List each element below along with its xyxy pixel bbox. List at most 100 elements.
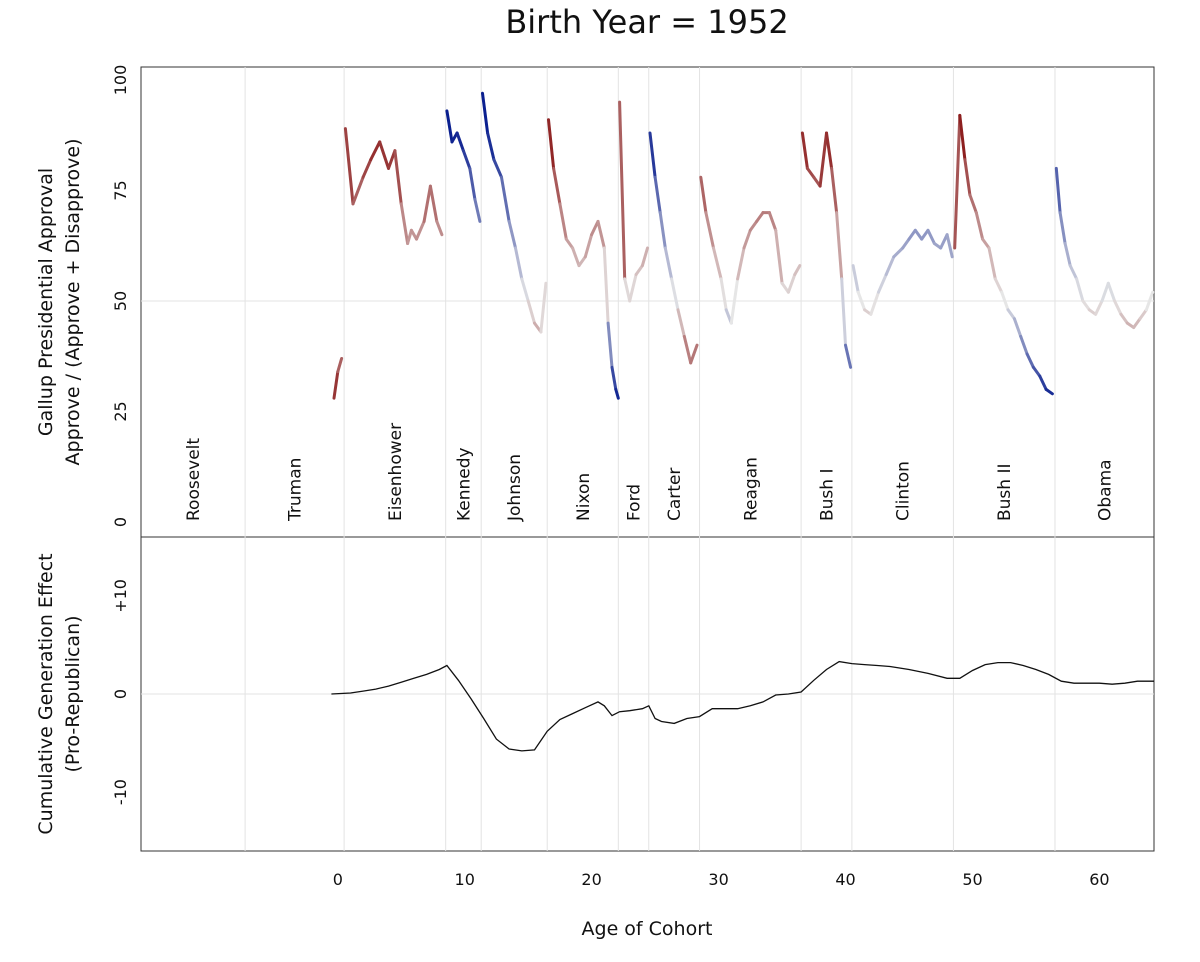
approval-segment — [755, 211, 765, 223]
approval-segment — [445, 109, 454, 144]
approval-segment — [901, 237, 911, 250]
president-label: Nixon — [574, 473, 594, 521]
approval-segment — [926, 228, 936, 245]
approval-segment — [393, 149, 403, 206]
approval-segment — [1075, 277, 1085, 303]
approval-segment — [1094, 299, 1104, 316]
approval-segment — [526, 299, 536, 325]
approval-segment — [481, 91, 490, 135]
approval-series — [648, 131, 699, 365]
x-tick-label: 10 — [455, 870, 475, 889]
approval-segment — [577, 255, 587, 268]
approval-segment — [610, 365, 618, 391]
x-axis-label: Age of Cohort — [582, 918, 713, 940]
chart-title: Birth Year = 1952 — [505, 3, 788, 41]
president-label: Eisenhower — [386, 423, 406, 521]
approval-segment — [658, 211, 667, 250]
approval-segment — [623, 277, 632, 303]
approval-segment — [1063, 242, 1072, 268]
x-tick-label: 30 — [708, 870, 728, 889]
approval-segment — [1100, 281, 1110, 303]
approval-segment — [486, 131, 496, 162]
approval-segment — [953, 113, 962, 250]
approval-segment — [689, 343, 699, 365]
approval-segment — [676, 308, 686, 338]
president-label: Truman — [286, 458, 306, 522]
approval-segment — [805, 166, 816, 179]
approval-series — [953, 113, 1054, 396]
approval-segment — [653, 175, 662, 215]
approval-segment — [648, 131, 657, 179]
bottom-y-tick-label: 0 — [111, 689, 130, 699]
approval-segment — [399, 202, 410, 245]
approval-segment — [552, 166, 562, 206]
approval-segment — [767, 211, 778, 232]
approval-segment — [987, 246, 997, 281]
approval-segment — [461, 149, 472, 170]
effect-series-layer — [331, 660, 1154, 752]
top-y-axis-label-line2: Approve / (Approve + Disapprove) — [62, 139, 84, 466]
approval-series — [699, 175, 802, 325]
approval-segment — [974, 211, 985, 241]
approval-segment — [1144, 290, 1155, 312]
approval-segment — [520, 277, 530, 303]
bottom-y-axis-label-line1: Cumulative Generation Effect — [35, 553, 57, 834]
approval-segment — [920, 228, 930, 241]
top-y-axis-label-line1: Gallup Presidential Approval — [35, 168, 57, 436]
approval-segment — [884, 255, 896, 276]
approval-segment — [856, 290, 867, 312]
approval-segment — [590, 219, 600, 237]
approval-segment — [455, 131, 465, 153]
approval-segment — [993, 277, 1004, 294]
top-y-tick-label: 25 — [111, 401, 130, 421]
president-label: Ford — [625, 484, 645, 521]
approval-segment — [1025, 352, 1035, 369]
approval-segment — [564, 237, 575, 250]
approval-series — [1054, 166, 1155, 329]
approval-segment — [1031, 365, 1042, 378]
approval-segment — [1038, 374, 1048, 391]
approval-segment — [539, 281, 548, 334]
president-label: Carter — [665, 468, 685, 521]
approval-segment — [583, 233, 594, 259]
approval-segment — [825, 131, 834, 170]
approval-segment — [968, 193, 978, 215]
approval-segment — [640, 246, 649, 268]
approval-segment — [869, 290, 880, 316]
approval-segment — [1106, 281, 1117, 303]
approval-segment — [719, 277, 728, 312]
approval-segment — [415, 219, 426, 241]
approval-segment — [835, 211, 844, 281]
president-label: Obama — [1095, 459, 1115, 521]
bottom-y-axis-label-line2: (Pro-Republican) — [62, 615, 84, 772]
approval-segment — [945, 233, 954, 259]
approval-segment — [844, 343, 853, 369]
approval-series — [332, 357, 344, 400]
approval-series — [800, 131, 853, 369]
president-label: Clinton — [894, 461, 914, 521]
approval-segment — [435, 219, 444, 237]
approval-segment — [1113, 299, 1123, 316]
approval-segment — [1054, 166, 1062, 215]
approval-segment — [830, 166, 839, 215]
x-tick-label: 20 — [581, 870, 601, 889]
cumulative-effect-line — [331, 660, 1154, 752]
approval-segment — [1012, 317, 1023, 338]
approval-segment — [793, 264, 802, 276]
approval-series-layer — [332, 91, 1155, 400]
approval-segment — [939, 233, 949, 250]
approval-series — [547, 118, 620, 400]
approval-segment — [1132, 317, 1142, 329]
approval-segment — [1044, 387, 1054, 396]
approval-segment — [663, 246, 674, 281]
approval-segment — [634, 264, 644, 276]
approval-segment — [981, 237, 991, 250]
approval-segment — [682, 334, 693, 365]
approval-segment — [343, 127, 355, 206]
president-label: Reagan — [741, 457, 761, 521]
approval-series — [851, 228, 954, 316]
approval-segment — [774, 228, 784, 285]
approval-segment — [428, 184, 439, 223]
president-label: Johnson — [505, 454, 525, 522]
approval-segment — [800, 131, 809, 170]
